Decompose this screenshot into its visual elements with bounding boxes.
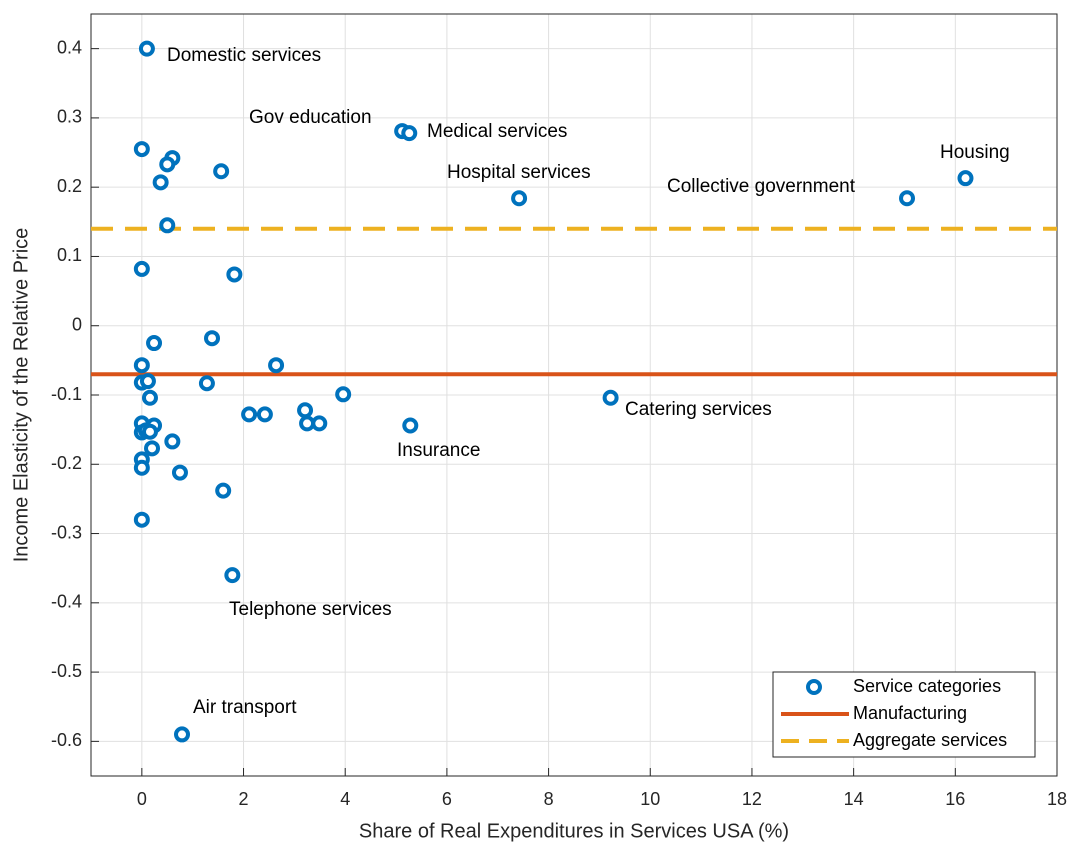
- x-tick-label: 8: [544, 789, 554, 809]
- annotation: Catering services: [625, 399, 772, 420]
- plot-frame: [90, 13, 1058, 777]
- data-point: [141, 389, 158, 406]
- data-point: [226, 266, 243, 283]
- annotation: Housing: [940, 142, 1010, 163]
- data-point: [602, 389, 619, 406]
- data-point: [171, 464, 188, 481]
- data-point: [133, 141, 150, 158]
- y-tick-label: -0.2: [51, 453, 82, 473]
- annotation: Medical services: [427, 121, 567, 142]
- y-tick-label: -0.4: [51, 592, 82, 612]
- x-tick-label: 14: [844, 789, 864, 809]
- annotation: Insurance: [397, 440, 480, 461]
- data-point: [215, 482, 232, 499]
- x-tick-label: 4: [340, 789, 350, 809]
- data-point: [159, 156, 176, 173]
- y-tick-label: -0.5: [51, 661, 82, 681]
- data-point: [139, 373, 156, 390]
- data-point: [213, 163, 230, 180]
- data-point: [311, 415, 328, 432]
- x-axis-label: Share of Real Expenditures in Services U…: [359, 820, 789, 842]
- legend-marker: [806, 679, 822, 695]
- y-tick-label: 0.3: [57, 107, 82, 127]
- annotation: Domestic services: [167, 45, 321, 66]
- y-tick-label: 0.4: [57, 37, 82, 57]
- data-point: [204, 330, 221, 347]
- annotation: Collective government: [667, 176, 856, 197]
- y-tick-label: 0.2: [57, 176, 82, 196]
- data-point: [335, 386, 352, 403]
- legend: Service categories Manufacturing Aggregate…: [772, 671, 1036, 758]
- data-point: [146, 335, 163, 352]
- x-tick-label: 2: [239, 789, 249, 809]
- data-point: [138, 40, 155, 57]
- y-tick-label: 0: [72, 314, 82, 334]
- data-point: [174, 726, 191, 743]
- legend-label: Manufacturing: [853, 703, 967, 723]
- x-tick-label: 18: [1047, 789, 1067, 809]
- data-point: [164, 433, 181, 450]
- x-tick-label: 0: [137, 789, 147, 809]
- data-point: [133, 511, 150, 528]
- data-point: [402, 417, 419, 434]
- data-point: [133, 260, 150, 277]
- x-tick-label: 16: [945, 789, 965, 809]
- data-point: [133, 459, 150, 476]
- data-point: [159, 217, 176, 234]
- y-tick-label: -0.3: [51, 522, 82, 542]
- legend-label: Aggregate services: [853, 730, 1007, 750]
- data-point: [241, 406, 258, 423]
- data-point: [141, 423, 158, 440]
- data-point: [256, 406, 273, 423]
- x-tick-label: 6: [442, 789, 452, 809]
- annotation: Telephone services: [229, 599, 392, 620]
- annotation: Gov education: [249, 107, 372, 128]
- annotation: Hospital services: [447, 162, 591, 183]
- legend-label: Service categories: [853, 676, 1001, 696]
- y-tick-label: 0.1: [57, 245, 82, 265]
- data-point: [511, 190, 528, 207]
- y-axis-label: Income Elasticity of the Relative Price: [10, 228, 32, 563]
- data-point: [152, 174, 169, 191]
- data-point: [133, 357, 150, 374]
- data-point: [268, 357, 285, 374]
- x-tick-label: 10: [640, 789, 660, 809]
- data-point: [899, 190, 916, 207]
- data-point: [198, 375, 215, 392]
- annotation: Air transport: [193, 697, 297, 718]
- data-point: [144, 440, 161, 457]
- y-tick-label: -0.6: [51, 730, 82, 750]
- data-point: [297, 402, 314, 419]
- data-point: [299, 415, 316, 432]
- x-tick-label: 12: [742, 789, 762, 809]
- data-point: [957, 170, 974, 187]
- data-point: [401, 125, 418, 142]
- y-tick-label: -0.1: [51, 384, 82, 404]
- data-point: [224, 567, 241, 584]
